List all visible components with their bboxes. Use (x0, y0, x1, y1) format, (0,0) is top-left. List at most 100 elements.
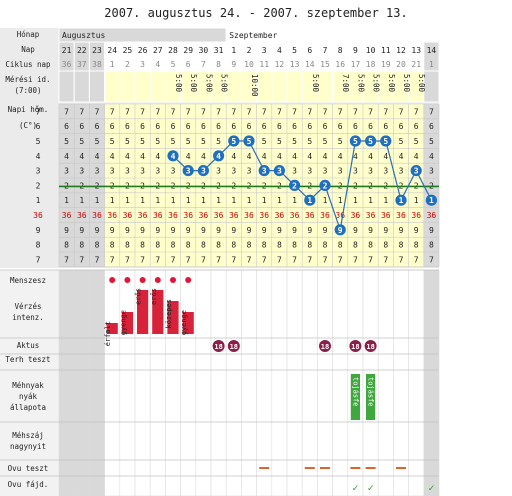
temp-cell-label: 9 (399, 226, 404, 235)
menses-dot (109, 277, 116, 283)
temp-cell-label: 9 (429, 226, 434, 235)
temp-cell-label: 7 (368, 107, 373, 116)
temp-cell-label: 1 (277, 196, 282, 205)
temp-cell-label: 36 (275, 211, 285, 220)
temp-scale-label: 5 (36, 137, 41, 146)
temperature-point-label: 3 (277, 167, 282, 176)
bottom-column (210, 269, 227, 496)
day-number: 30 (199, 46, 209, 55)
cycle-day-number: 7 (201, 60, 206, 69)
temp-cell-label: 4 (262, 152, 267, 161)
temp-cell-label: 7 (155, 255, 160, 264)
temp-cell-label: 4 (125, 152, 130, 161)
temp-cell-label: 6 (110, 122, 115, 131)
temp-cell-label: 1 (155, 196, 160, 205)
bottom-column (89, 269, 105, 496)
temp-cell-label: 8 (95, 241, 100, 250)
temperature-point-label: 2 (292, 181, 297, 190)
temp-cell-label: 5 (95, 137, 100, 146)
menses-dot (154, 277, 161, 283)
bottom-column (119, 269, 136, 496)
temp-cell-label: 7 (292, 107, 297, 116)
temp-cell-label: 5 (171, 137, 176, 146)
temp-cell-label: 4 (353, 152, 358, 161)
temp-cell-label: 7 (262, 107, 267, 116)
temp-cell-label: 3 (171, 167, 176, 176)
temp-cell-label: 5 (125, 137, 130, 146)
row-label-intercourse: Aktus (17, 341, 40, 350)
temp-cell-label: 1 (262, 196, 267, 205)
measure-time: 5:00 (220, 74, 229, 93)
temp-cell-label: 6 (338, 122, 343, 131)
cycle-day-number: 10 (244, 60, 254, 69)
temp-cell-label: 7 (216, 107, 221, 116)
temperature-point (213, 150, 225, 162)
temp-cell-label: 3 (292, 167, 297, 176)
temp-cell-label: 6 (201, 122, 206, 131)
intercourse-marker-label: 18 (321, 343, 329, 351)
temp-cell-label: 9 (125, 226, 130, 235)
row-label-cycle-day: Ciklus nap (5, 60, 51, 69)
cycle-day-number: 14 (305, 60, 315, 69)
bottom-column (241, 269, 257, 496)
temperature-point-label: 1 (399, 196, 404, 205)
temp-cell-label: 36 (138, 211, 148, 220)
bottom-column (256, 269, 273, 496)
temp-cell-label: 6 (247, 122, 252, 131)
bottom-column (104, 269, 121, 496)
cycle-day-number: 1 (429, 60, 434, 69)
temp-cell-label: 4 (323, 152, 328, 161)
temp-scale-label: 7 (36, 255, 41, 264)
temp-cell-label: 9 (277, 226, 282, 235)
temp-cell-label: 36 (427, 211, 437, 220)
cycle-day-number: 16 (335, 60, 345, 69)
time-cell (73, 70, 90, 103)
temp-cell-label: 8 (399, 241, 404, 250)
temperature-point (349, 135, 361, 147)
cycle-day-number: 3 (140, 60, 145, 69)
bleeding-label: érfolt (104, 321, 112, 346)
cycle-day-number: 12 (275, 60, 285, 69)
intercourse-marker-label: 18 (214, 343, 222, 351)
temp-cell-label: 6 (399, 122, 404, 131)
temp-column (195, 104, 211, 267)
temp-cell-label: 6 (323, 122, 328, 131)
temp-cell-label: 7 (140, 255, 145, 264)
temp-cell-label: 9 (383, 226, 388, 235)
temp-cell-label: 7 (323, 107, 328, 116)
time-cell (134, 70, 151, 103)
temp-cell-label: 7 (247, 107, 252, 116)
temp-cell-label: 36 (366, 211, 376, 220)
temp-column (180, 104, 196, 267)
temperature-point-label: 3 (414, 167, 419, 176)
temp-cell-label: 6 (95, 122, 100, 131)
temperature-point-label: 1 (307, 196, 312, 205)
day-number: 7 (323, 46, 328, 55)
temp-cell-label: 3 (231, 167, 236, 176)
measure-time: 5:00 (356, 74, 365, 93)
temp-cell-label: 5 (186, 137, 191, 146)
temp-cell-label: 3 (353, 167, 358, 176)
temp-cell-label: 1 (247, 196, 252, 205)
month-cell-sep (225, 27, 440, 43)
bottom-column (377, 269, 394, 496)
temperature-point-label: 1 (429, 196, 434, 205)
temp-cell-label: 1 (186, 196, 191, 205)
bottom-column (225, 269, 242, 496)
temp-cell-label: 4 (277, 152, 282, 161)
temp-cell-label: 7 (201, 255, 206, 264)
temp-cell-label: 1 (353, 196, 358, 205)
row-label-bleeding: Vérzés (14, 302, 41, 311)
menses-dot (124, 277, 131, 283)
bottom-column (58, 269, 75, 496)
temp-scale-label: 4 (36, 152, 41, 161)
temp-cell-label: 7 (186, 107, 191, 116)
temp-cell-label: 4 (95, 152, 100, 161)
temperature-point (228, 135, 240, 147)
time-cell (423, 70, 440, 103)
temperature-point (410, 165, 422, 177)
temp-cell-label: 5 (110, 137, 115, 146)
temp-cell-label: 36 (396, 211, 406, 220)
day-number: 22 (77, 46, 87, 55)
temp-cell-label: 1 (231, 196, 236, 205)
